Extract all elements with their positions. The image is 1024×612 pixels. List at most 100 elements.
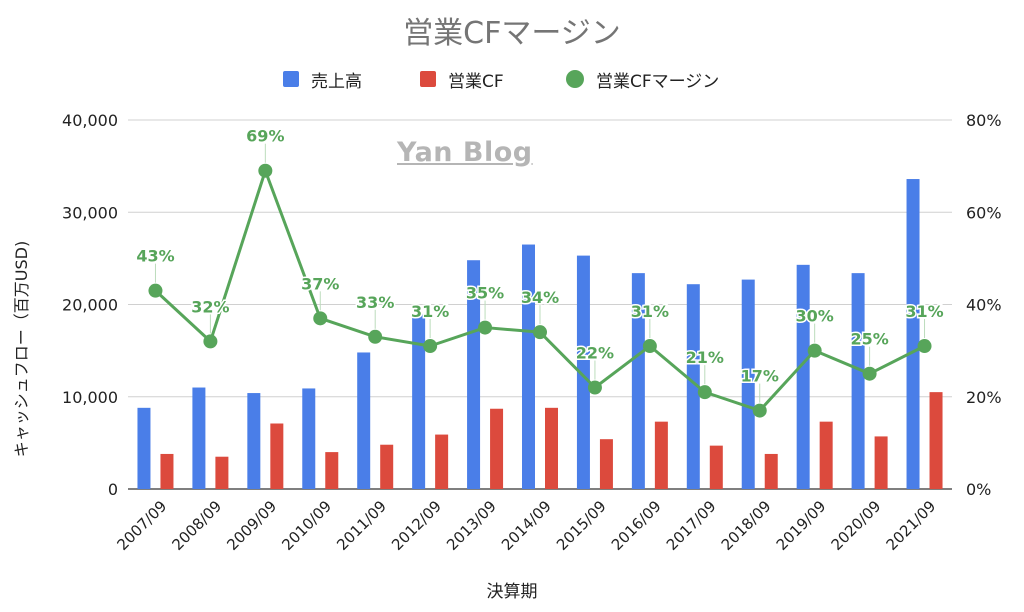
y-axis-title: キャッシュフロー（百万USD) (12, 240, 31, 458)
data-label-cf-margin: 21% (686, 348, 724, 367)
data-label-cf-margin: 31% (411, 302, 449, 321)
legend-swatch-operating-cf (420, 71, 436, 87)
x-tick-label: 2019/09 (773, 497, 830, 554)
point-cf-margin (587, 380, 602, 395)
bar-sales (522, 244, 535, 489)
bar-sales (906, 179, 920, 490)
legend-item-operating-cf[interactable]: 営業CF (420, 64, 504, 94)
y-right-tick-label: 0% (966, 480, 991, 499)
watermark-text: Yan Blog (397, 137, 533, 168)
point-cf-margin (203, 334, 218, 349)
bar-operating-cf (325, 452, 339, 489)
point-cf-margin (368, 329, 383, 344)
bar-sales (137, 407, 151, 489)
data-label-cf-margin: 30% (796, 307, 834, 326)
data-label-cf-margin: 31% (905, 302, 943, 321)
legend-swatch-sales (283, 71, 299, 87)
bar-operating-cf (435, 434, 449, 489)
bar-sales (357, 352, 371, 489)
bar-operating-cf (709, 445, 723, 489)
chart-title: 営業CFマージン (403, 16, 621, 51)
bar-sales (302, 388, 316, 489)
point-cf-margin (642, 339, 657, 354)
point-cf-margin (148, 283, 163, 298)
point-cf-margin (313, 311, 328, 326)
bar-sales (192, 387, 206, 489)
data-label-cf-margin: 34% (521, 288, 559, 307)
data-label-cf-margin: 31% (631, 302, 669, 321)
y-right-tick-label: 80% (966, 111, 1002, 130)
y-right-tick-label: 20% (966, 388, 1002, 407)
y-left-tick-label: 10,000 (62, 388, 118, 407)
legend-item-cf-margin[interactable]: 営業CFマージン (566, 64, 719, 94)
bar-operating-cf (545, 407, 558, 489)
x-tick-label: 2017/09 (663, 497, 720, 554)
data-label-cf-margin: 25% (850, 330, 888, 349)
bar-sales (631, 273, 645, 489)
y-right-tick-label: 60% (966, 203, 1002, 222)
point-cf-margin (807, 343, 822, 358)
legend-label-operating-cf: 営業CF (448, 71, 504, 92)
x-tick-label: 2010/09 (278, 497, 335, 554)
x-tick-label: 2013/09 (443, 497, 500, 554)
x-tick-label: 2021/09 (883, 497, 940, 554)
bar-operating-cf (599, 439, 613, 489)
data-label-cf-margin: 32% (191, 297, 229, 316)
x-tick-label: 2008/09 (168, 497, 225, 554)
point-cf-margin (533, 325, 547, 340)
bar-operating-cf (874, 436, 888, 489)
bar-operating-cf (819, 421, 833, 489)
x-tick-label: 2009/09 (223, 497, 280, 554)
legend-label-cf-margin: 営業CFマージン (596, 71, 720, 92)
x-tick-label: 2018/09 (718, 497, 775, 554)
x-tick-label: 2011/09 (333, 497, 390, 554)
bar-sales (412, 313, 426, 489)
bar-operating-cf (929, 392, 943, 489)
y-left-tick-label: 20,000 (62, 296, 118, 315)
y-right-tick-label: 40% (966, 296, 1002, 315)
data-label-cf-margin: 37% (301, 274, 339, 293)
data-label-cf-margin: 69% (246, 127, 284, 146)
data-label-cf-margin: 17% (741, 367, 779, 386)
point-cf-margin (917, 339, 932, 354)
legend-label-sales: 売上高 (311, 71, 362, 92)
x-tick-label: 2020/09 (828, 497, 885, 554)
bar-sales (796, 264, 810, 489)
data-label-cf-margin: 33% (356, 293, 394, 312)
bar-operating-cf (160, 453, 174, 489)
point-cf-margin (478, 320, 493, 335)
chart-legend: 売上高 営業CF 営業CFマージン (0, 64, 1024, 94)
bar-sales (467, 260, 481, 489)
bar-sales (576, 255, 590, 489)
bar-sales (686, 284, 700, 489)
x-tick-label: 2007/09 (113, 497, 170, 554)
point-cf-margin (423, 339, 438, 354)
bar-operating-cf (380, 444, 394, 489)
bar-sales (851, 273, 865, 489)
x-tick-label: 2015/09 (553, 497, 610, 554)
data-label-cf-margin: 35% (466, 284, 504, 303)
x-tick-label: 2016/09 (608, 497, 665, 554)
data-label-cf-margin: 43% (136, 247, 174, 266)
bar-operating-cf (654, 421, 668, 489)
y-left-tick-label: 30,000 (62, 203, 118, 222)
data-label-cf-margin: 22% (576, 344, 614, 363)
point-cf-margin (752, 403, 767, 418)
y-left-tick-label: 0 (108, 480, 118, 499)
bar-operating-cf (215, 456, 229, 489)
bar-sales (741, 279, 755, 489)
bar-sales (247, 393, 261, 489)
y-axis-title-wrap: キャッシュフロー（百万USD) (6, 224, 34, 474)
bar-operating-cf (764, 453, 778, 489)
legend-dot-cf-margin (566, 70, 584, 88)
bar-operating-cf (490, 408, 504, 489)
point-cf-margin (258, 163, 273, 178)
x-axis-title: 決算期 (486, 582, 538, 602)
x-tick-label: 2014/09 (498, 497, 555, 554)
legend-item-sales[interactable]: 売上高 (283, 64, 362, 94)
point-cf-margin (862, 366, 877, 381)
bar-operating-cf (270, 423, 284, 489)
y-left-tick-label: 40,000 (62, 111, 118, 130)
x-tick-label: 2012/09 (388, 497, 445, 554)
